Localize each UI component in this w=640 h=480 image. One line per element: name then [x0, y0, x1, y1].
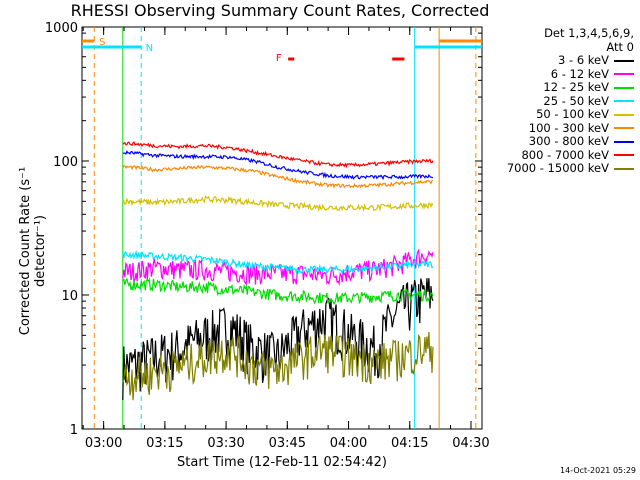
y-tick-label: 100 — [53, 155, 78, 170]
legend-detector-label: Det 1,3,4,5,6,9, — [544, 26, 634, 40]
legend-item-label: 800 - 7000 keV — [521, 147, 609, 162]
legend-item-label: 12 - 25 keV — [543, 80, 609, 94]
x-tick-label: 03:00 — [85, 436, 122, 451]
series-line-800-7000-kev — [122, 141, 434, 169]
x-axis-label: Start Time (12-Feb-11 02:54:42) — [177, 455, 387, 470]
footer-timestamp: 14-Oct-2021 05:29 — [560, 466, 636, 475]
annotation-s: S — [99, 37, 105, 48]
x-tick-label: 04:00 — [330, 436, 367, 451]
series-line-7000-15000-kev — [122, 331, 434, 401]
legend-item-label: 100 - 300 keV — [528, 120, 609, 135]
legend-item: 100 - 300 keV — [478, 120, 634, 136]
legend-item: 3 - 6 keV — [478, 53, 634, 68]
legend-item-label: 3 - 6 keV — [558, 53, 609, 67]
legend-item: 7000 - 15000 keV — [478, 161, 634, 176]
legend-swatch — [614, 113, 634, 116]
series-line-12-25-kev — [122, 277, 434, 305]
legend-swatch — [614, 154, 634, 157]
series-line-50-100-kev — [122, 195, 434, 213]
legend-item: 12 - 25 keV — [478, 80, 634, 95]
x-tick-label: 03:30 — [207, 436, 244, 451]
legend-swatch — [614, 167, 634, 170]
legend-item: 6 - 12 keV — [478, 66, 634, 82]
legend-item-label: 300 - 800 keV — [528, 134, 609, 148]
x-tick-label: 03:45 — [269, 436, 306, 451]
legend-item-label: 25 - 50 keV — [543, 93, 609, 108]
legend-item-label: 50 - 100 keV — [536, 107, 609, 121]
chart-legend: Det 1,3,4,5,6,9, Att 0 3 - 6 keV 6 - 12 k… — [478, 26, 634, 176]
legend-swatch — [614, 100, 634, 103]
plot-frame — [81, 26, 483, 430]
legend-item: 300 - 800 keV — [478, 134, 634, 149]
series-line-300-800-kev — [122, 150, 434, 181]
legend-item: 25 - 50 keV — [478, 93, 634, 109]
series-line-25-50-kev — [122, 249, 434, 275]
y-tick-label: 1000 — [45, 21, 78, 36]
legend-attenuator-label: Att 0 — [606, 39, 634, 54]
x-tick-label: 03:15 — [146, 436, 183, 451]
annotation-n: N — [146, 43, 153, 54]
legend-swatch — [614, 140, 634, 143]
legend-item: 800 - 7000 keV — [478, 147, 634, 163]
legend-swatch — [614, 86, 634, 89]
series-line-100-300-kev — [122, 164, 434, 189]
chart-title: RHESSI Observing Summary Count Rates, Co… — [70, 1, 490, 20]
y-tick-label: 10 — [61, 289, 78, 304]
annotation-f: F — [276, 53, 282, 64]
x-tick-label: 04:15 — [391, 436, 428, 451]
x-tick-label: 04:30 — [452, 436, 489, 451]
legend-swatch — [614, 59, 634, 62]
y-tick-label: 1 — [70, 423, 78, 438]
legend-item-label: 7000 - 15000 keV — [506, 161, 609, 175]
legend-swatch — [614, 73, 634, 76]
legend-item: 50 - 100 keV — [478, 107, 634, 122]
legend-item-label: 6 - 12 keV — [550, 66, 609, 81]
legend-swatch — [614, 127, 634, 130]
y-axis-label: Corrected Count Rate (s⁻¹ detector⁻¹) — [18, 166, 48, 336]
